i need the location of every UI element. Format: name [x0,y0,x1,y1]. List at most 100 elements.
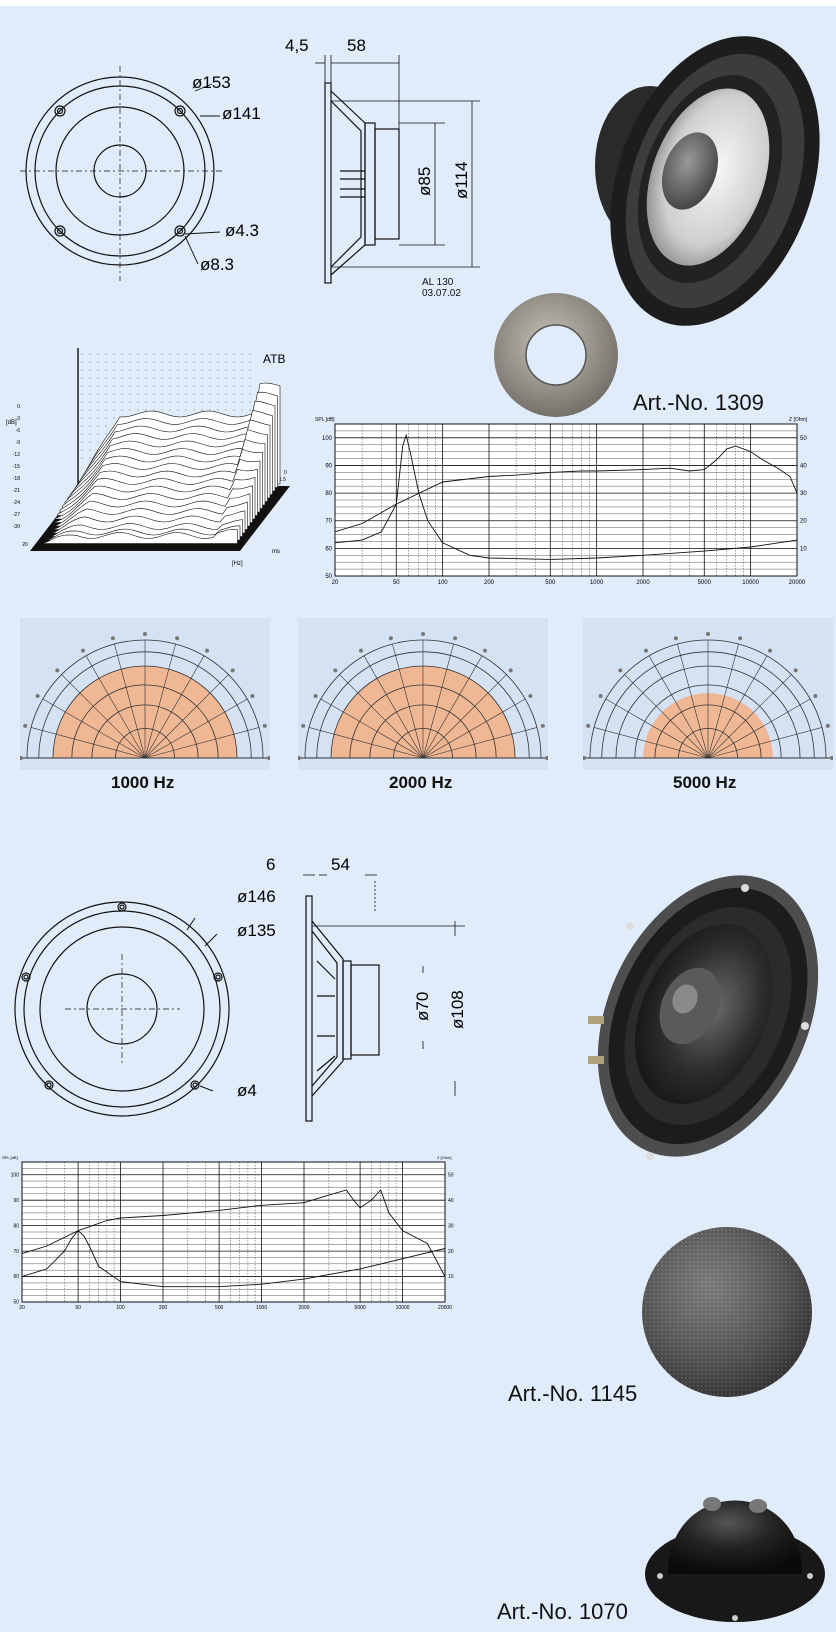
y-tick-label: 80 [13,1223,19,1229]
polar-spoke [61,674,146,759]
grid-dot [81,409,83,411]
polar-spoke [144,698,248,759]
y2-tick-label: 10 [448,1274,454,1280]
grid-dot [113,369,115,371]
side-drawing-2: 6 54 ø70 ø108 [266,855,467,1122]
dim-countersink-1: ø8.3 [200,255,234,274]
grid-dot [177,401,179,403]
dim-bolt-circle-2: ø135 [237,921,276,940]
grid-dot [233,361,235,363]
grid-dot [161,393,163,395]
polar-spoke [144,655,205,759]
grid-dot [89,393,91,395]
grid-dot [89,457,91,459]
grid-dot [161,369,163,371]
frequency-response-chart-1: 20 50 100 200 500 1000 2000 5000 10000 2000050607… [315,417,808,586]
grid-dot [217,409,219,411]
grid-dot [209,393,211,395]
polar-angle-marker [673,636,678,641]
polar-angle-marker [768,648,772,653]
x-tick-label: 200 [159,1305,168,1311]
grid-dot [177,369,179,371]
waterfall-y-tick: -18 [13,476,20,482]
grid-dot [185,377,187,379]
grid-dot [89,417,91,419]
grid-dot [81,433,83,435]
grid-dot [105,409,107,411]
grid-dot [137,409,139,411]
grid-dot [153,353,155,355]
grid-dot [169,377,171,379]
polar-spoke [707,655,768,759]
chart-grid [334,423,798,577]
grid-dot [249,409,251,411]
x-tick-label: 10000 [396,1305,410,1311]
grid-dot [113,361,115,363]
polar-angle-marker [262,723,267,728]
waterfall-slice [37,528,238,544]
polar-plot-1000 [19,618,271,770]
polar-angle-marker [793,668,798,673]
grid-dot [161,377,163,379]
dim-cutout-2: ø108 [448,990,467,1029]
side-drawing-1: 4,5 58 ø85 ø114 [285,36,480,284]
grid-dot [153,361,155,363]
y2-tick-label: 20 [800,519,807,525]
polar-spoke [593,727,709,759]
polar-angle-marker [313,694,318,698]
speaker-photo-1 [595,36,820,326]
y-tick-label: 70 [13,1249,19,1255]
x-tick-label: 20 [332,580,339,586]
polar-angle-marker [297,756,301,760]
dim-outer-1: ø153 [192,73,231,92]
grid-dot [249,369,251,371]
grid-dot [185,401,187,403]
grid-dot [97,377,99,379]
grid-dot [121,361,123,363]
polar-angle-marker [267,756,271,760]
grid-dot [185,353,187,355]
chart-grid [21,1161,446,1303]
grid-dot [89,377,91,379]
dim-depth-1: 58 [347,36,366,55]
grid-dot [81,417,83,419]
grid-dot [129,393,131,395]
grid-dot [217,385,219,387]
grid-dot [129,377,131,379]
polar-spoke [707,727,823,759]
waterfall-z-tick: 0 [284,470,287,476]
polar-angle-marker [359,648,363,653]
grid-dot [97,409,99,411]
polar-spoke [422,674,507,759]
grid-dot [185,385,187,387]
grid-dot [137,385,139,387]
polar-angle-marker [81,648,85,653]
polar-angle-marker [55,668,60,673]
grid-dot [137,369,139,371]
dim-flange-1: 4,5 [285,36,309,55]
grid-dot [105,377,107,379]
grid-dot [201,369,203,371]
x-tick-label: 20000 [438,1305,452,1311]
polar-label-5000: 5000 Hz [673,773,737,792]
grid-dot [97,393,99,395]
grid-dot [169,353,171,355]
grid-dot [137,353,139,355]
grid-dot [193,361,195,363]
x-tick-label: 500 [215,1305,224,1311]
grid-dot [225,409,227,411]
grid-dot [81,361,83,363]
y-tick-label: 100 [322,436,333,442]
y-tick-label: 90 [13,1198,19,1204]
dim-inner-1: ø85 [415,167,434,196]
speaker-photo-2 [588,875,819,1160]
grid-dot [97,361,99,363]
waterfall-y-tick: -30 [13,524,20,530]
grid-dot [249,361,251,363]
y-tick-label: 70 [325,519,332,525]
y2-tick-label: 40 [448,1198,454,1204]
polar-spoke [648,655,709,759]
x-tick-label: 2000 [636,580,650,586]
grid-dot [129,353,131,355]
front-drawing-2: ø146 ø135 ø4 [14,887,276,1117]
